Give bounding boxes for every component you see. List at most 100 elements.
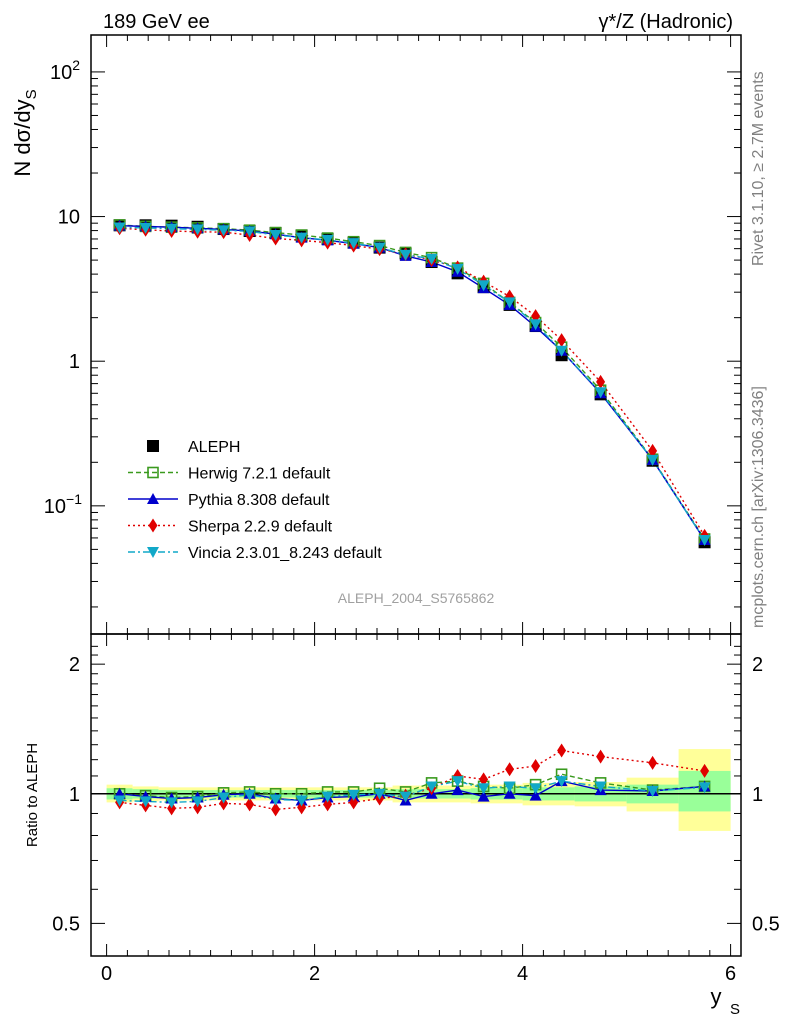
ratio-ylabel: Ratio to ALEPH bbox=[24, 743, 41, 847]
main-vincia-point bbox=[347, 238, 360, 250]
ratio-vincia-point bbox=[555, 776, 568, 788]
ratio-vincia-point bbox=[217, 792, 230, 804]
main-vincia-point bbox=[321, 234, 334, 246]
ratio-vincia-point bbox=[399, 791, 412, 803]
svg-text:S: S bbox=[730, 1001, 740, 1018]
mcplots-label: mcplots.cern.ch [arXiv:1306.3436] bbox=[750, 386, 767, 628]
ratio-y-tick-label: 1 bbox=[69, 784, 80, 806]
ratio-vincia-point bbox=[139, 796, 152, 808]
ratio-vincia-point bbox=[477, 783, 490, 795]
legend-pythia-marker bbox=[147, 493, 159, 504]
ratio-sherpa-point bbox=[349, 795, 359, 810]
ratio-sherpa-point bbox=[648, 755, 658, 770]
main-sherpa-line bbox=[119, 227, 706, 537]
main-y-tick-label: 10 bbox=[58, 207, 80, 229]
ratio-xlabel: y S bbox=[711, 984, 741, 1018]
main-vincia-point bbox=[425, 253, 438, 265]
x-tick-label: 0 bbox=[101, 963, 112, 985]
main-y-tick-label: 1 bbox=[69, 351, 80, 373]
main-ylabel: N dσ/dyS bbox=[10, 89, 40, 176]
ratio-vincia-point bbox=[594, 781, 607, 793]
main-vincia-point bbox=[646, 454, 659, 466]
main-vincia-point bbox=[139, 222, 152, 234]
main-sherpa-point bbox=[557, 333, 567, 348]
ratio-vincia-point bbox=[698, 782, 711, 794]
ratio-sherpa-point bbox=[700, 763, 710, 778]
legend-sherpa-label: Sherpa 2.2.9 default bbox=[188, 519, 333, 536]
ratio-y-tick-label-right: 1 bbox=[752, 784, 763, 806]
ratio-pythia-point bbox=[477, 790, 490, 802]
legend-herwig-marker bbox=[147, 466, 159, 479]
ratio-sherpa-point bbox=[479, 772, 489, 787]
svg-text:y: y bbox=[711, 984, 722, 1009]
main-vincia-point bbox=[113, 222, 126, 234]
series-lines bbox=[119, 224, 706, 811]
ratio-sherpa-point bbox=[557, 743, 567, 758]
ratio-vincia-point bbox=[347, 789, 360, 801]
ratio-sherpa-point bbox=[323, 797, 333, 812]
main-sherpa-point bbox=[596, 374, 606, 389]
ratio-sherpa-point bbox=[531, 759, 541, 774]
ratio-sherpa-point bbox=[245, 797, 255, 812]
svg-text:N dσ/dyS: N dσ/dyS bbox=[10, 89, 40, 176]
legend-pythia-label: Pythia 8.308 default bbox=[188, 492, 330, 509]
rivet-version-label: Rivet 3.1.10, ≥ 2.7M events bbox=[750, 71, 767, 266]
ratio-vincia-point bbox=[321, 791, 334, 803]
main-vincia-point bbox=[165, 223, 178, 235]
main-vincia-point bbox=[191, 224, 204, 236]
ratio-sherpa-point bbox=[596, 749, 606, 764]
legend-vincia-marker bbox=[147, 547, 159, 558]
legend-vincia-label: Vincia 2.3.01_8.243 default bbox=[188, 545, 382, 562]
main-vincia-point bbox=[451, 263, 464, 275]
ratio-y-tick-label-right: 2 bbox=[752, 654, 763, 676]
main-sherpa-point bbox=[648, 443, 658, 458]
ratio-vincia-point bbox=[425, 781, 438, 793]
ratio-pythia-point bbox=[529, 789, 542, 801]
ratio-vincia-point bbox=[269, 794, 282, 806]
main-vincia-point bbox=[555, 345, 568, 357]
main-vincia-point bbox=[373, 242, 386, 254]
ratio-sherpa-point bbox=[297, 800, 307, 815]
ratio-pythia-point bbox=[451, 784, 464, 796]
ratio-vincia-point bbox=[451, 776, 464, 788]
main-vincia-point bbox=[269, 230, 282, 242]
ratio-sherpa-point bbox=[505, 762, 515, 777]
main-vincia-point bbox=[698, 535, 711, 547]
main-vincia-point bbox=[217, 225, 230, 237]
main-vincia-point bbox=[503, 297, 516, 309]
ratio-y-tick-label: 0.5 bbox=[52, 913, 80, 935]
ratio-vincia-point bbox=[646, 785, 659, 797]
series-markers bbox=[113, 219, 711, 817]
x-tick-label: 2 bbox=[309, 963, 320, 985]
ratio-frame bbox=[90, 633, 742, 957]
ratio-vincia-point bbox=[165, 797, 178, 809]
legend-herwig-label: Herwig 7.2.1 default bbox=[188, 466, 331, 483]
main-vincia-point bbox=[295, 232, 308, 244]
ratio-vincia-point bbox=[373, 788, 386, 800]
main-vincia-point bbox=[399, 249, 412, 261]
ratio-vincia-point bbox=[243, 789, 256, 801]
process-label: γ*/Z (Hadronic) bbox=[599, 11, 733, 33]
x-tick-label: 6 bbox=[725, 963, 736, 985]
main-vincia-point bbox=[477, 280, 490, 292]
energy-label: 189 GeV ee bbox=[103, 11, 210, 33]
main-vincia-point bbox=[594, 387, 607, 399]
main-ylabel-text: N dσ/dy bbox=[10, 99, 35, 176]
ratio-sherpa-point bbox=[271, 802, 281, 817]
legend-sherpa-marker bbox=[148, 518, 158, 533]
main-y-tick-label: 102 bbox=[50, 57, 80, 84]
legend: ALEPH Herwig 7.2.1 default Pythia 8.308 de… bbox=[128, 439, 382, 562]
main-vincia-point bbox=[529, 319, 542, 331]
main-y-tick-label: 10−1 bbox=[44, 491, 82, 518]
analysis-watermark: ALEPH_2004_S5765862 bbox=[338, 590, 495, 606]
legend-data-marker bbox=[147, 440, 159, 452]
legend-data-label: ALEPH bbox=[188, 439, 240, 456]
ratio-vincia-point bbox=[113, 795, 126, 807]
x-tick-label: 4 bbox=[517, 963, 528, 985]
ratio-vincia-point bbox=[295, 795, 308, 807]
ratio-vincia-point bbox=[503, 781, 516, 793]
ratio-vincia-point bbox=[191, 796, 204, 808]
ratio-vincia-point bbox=[529, 783, 542, 795]
ratio-pythia-point bbox=[503, 787, 516, 799]
